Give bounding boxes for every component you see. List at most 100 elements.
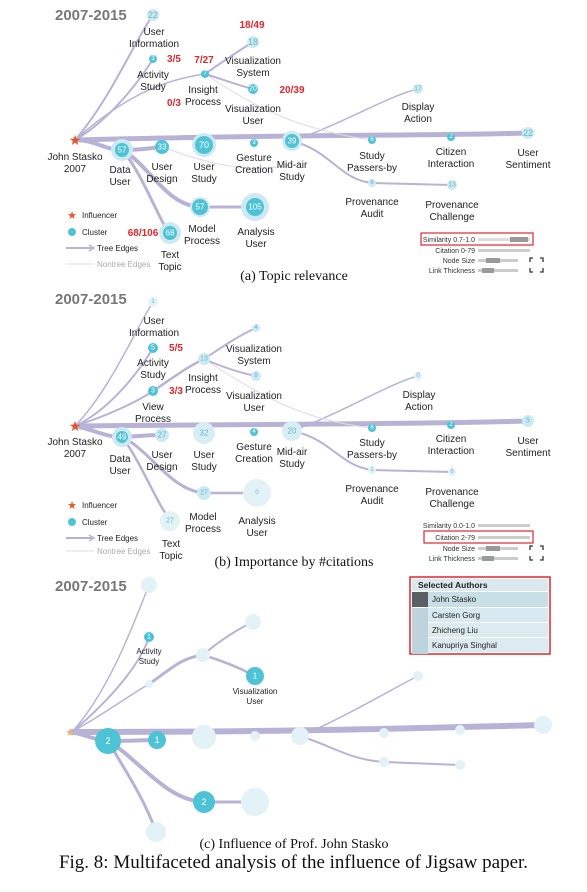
- node-user-sentiment[interactable]: [522, 127, 534, 139]
- author-item[interactable]: Carsten Gorg: [432, 611, 480, 620]
- label-model-process: Process: [184, 236, 220, 247]
- node-citizen-interaction[interactable]: [447, 421, 455, 429]
- node-user-information[interactable]: [141, 577, 157, 593]
- star-icon[interactable]: ★: [65, 727, 75, 739]
- node-user-design[interactable]: [155, 140, 169, 154]
- node-value: 1: [154, 735, 159, 745]
- node-text-topic[interactable]: [160, 511, 180, 531]
- node-provenance-challenge[interactable]: [448, 468, 456, 476]
- similarity-handle[interactable]: [510, 237, 528, 242]
- node-data-user[interactable]: [116, 431, 128, 443]
- node-insight-process[interactable]: [198, 353, 210, 365]
- node-provenance-challenge[interactable]: [455, 760, 465, 770]
- node-analysis-user[interactable]: [246, 198, 264, 216]
- node-provenance-challenge[interactable]: [447, 180, 457, 190]
- node-value: 3: [151, 56, 155, 62]
- similarity-slider[interactable]: [478, 238, 530, 241]
- label-visualization-user: User: [247, 697, 264, 706]
- author-row-selected[interactable]: [412, 592, 548, 607]
- node-data-user[interactable]: [115, 143, 129, 157]
- star-icon[interactable]: ★: [69, 132, 82, 148]
- fullscreen-icon[interactable]: [529, 257, 544, 273]
- author-item[interactable]: John Stasko: [432, 595, 477, 604]
- node-text-topic[interactable]: [163, 226, 177, 240]
- node-gesture-creation[interactable]: [250, 139, 258, 147]
- label-provenance-audit: Provenance: [345, 484, 399, 495]
- node-mid-air-study[interactable]: [285, 134, 299, 148]
- node-model-process[interactable]: [192, 199, 208, 215]
- node-visualization-user[interactable]: [251, 371, 261, 381]
- node-user-information[interactable]: [147, 9, 159, 21]
- node-model-process[interactable]: [197, 486, 211, 500]
- author-item[interactable]: Kanupriya Singhal: [432, 641, 497, 650]
- node-user-design[interactable]: [148, 731, 166, 749]
- node-analysis-user[interactable]: [241, 788, 269, 816]
- node-mid-air-study[interactable]: [282, 421, 302, 441]
- node-activity-study[interactable]: [144, 632, 154, 642]
- similarity-slider[interactable]: [478, 524, 530, 527]
- node-user-design[interactable]: [155, 428, 169, 442]
- citation-slider[interactable]: [478, 536, 530, 539]
- node-study-passers-by[interactable]: [368, 424, 376, 432]
- node-insight-process[interactable]: [201, 70, 209, 78]
- year-range-label: 2007-2015: [55, 578, 127, 595]
- node-data-user[interactable]: [95, 728, 121, 754]
- star-icon[interactable]: ★: [69, 418, 82, 434]
- node-display-action[interactable]: [413, 671, 423, 681]
- author-row[interactable]: [428, 623, 548, 637]
- node-citizen-interaction[interactable]: [455, 725, 465, 735]
- node-size-label: Node Size: [443, 546, 475, 553]
- citation-slider[interactable]: [478, 249, 530, 252]
- node-visualization-user[interactable]: [248, 84, 258, 94]
- label-text-topic: Topic: [158, 262, 181, 273]
- node-visualization-user[interactable]: [246, 667, 264, 685]
- node-view-process[interactable]: [148, 386, 158, 396]
- author-row[interactable]: [428, 638, 548, 652]
- node-insight-process[interactable]: [196, 648, 210, 662]
- node-view-process[interactable]: [145, 680, 153, 688]
- link-thickness-slider[interactable]: [478, 557, 518, 560]
- node-user-study[interactable]: [193, 422, 215, 444]
- author-item[interactable]: Zhicheng Liu: [432, 626, 478, 635]
- node-model-process[interactable]: [193, 791, 215, 813]
- red-label: 3/3: [169, 386, 183, 397]
- link-thickness-handle[interactable]: [482, 268, 494, 273]
- node-visualization-system[interactable]: [252, 324, 260, 332]
- node-activity-study[interactable]: [149, 55, 157, 63]
- node-user-study[interactable]: [195, 136, 213, 154]
- node-user-study[interactable]: [192, 725, 216, 749]
- node-study-passers-by[interactable]: [368, 136, 376, 144]
- node-provenance-audit[interactable]: [368, 179, 376, 187]
- fullscreen-icon[interactable]: [529, 545, 544, 561]
- node-provenance-audit[interactable]: [379, 757, 389, 767]
- node-mid-air-study[interactable]: [291, 727, 309, 745]
- node-visualization-system[interactable]: [245, 614, 261, 630]
- node-display-action[interactable]: [413, 84, 423, 94]
- label-user-sentiment: User: [517, 436, 539, 447]
- node-display-action[interactable]: [414, 372, 422, 380]
- link-thickness-slider[interactable]: [478, 269, 518, 272]
- node-user-information[interactable]: [148, 297, 158, 307]
- node-user-sentiment[interactable]: [534, 716, 552, 734]
- label-activity-study: Activity: [136, 647, 161, 656]
- node-size-handle[interactable]: [486, 546, 500, 551]
- node-value: 13: [448, 182, 456, 189]
- label-user-design: User: [151, 162, 173, 173]
- year-range-label: 2007-2015: [55, 291, 127, 308]
- author-row[interactable]: [412, 608, 548, 622]
- node-size-handle[interactable]: [486, 258, 500, 263]
- node-gesture-creation[interactable]: [250, 428, 258, 436]
- node-study-passers-by[interactable]: [379, 728, 389, 738]
- node-visualization-system[interactable]: [247, 36, 259, 48]
- node-citizen-interaction[interactable]: [447, 133, 455, 141]
- node-user-sentiment[interactable]: [522, 415, 534, 427]
- node-activity-study[interactable]: [148, 343, 158, 353]
- nontree-edges: [161, 73, 373, 169]
- node-gesture-creation[interactable]: [250, 731, 260, 741]
- node-provenance-audit[interactable]: [368, 466, 376, 474]
- node-analysis-user[interactable]: [243, 479, 271, 507]
- link-thickness-handle[interactable]: [482, 556, 494, 561]
- similarity-label: Similarity 0.0-1.0: [423, 523, 475, 530]
- legend: ★ Influencer Cluster Tree Edges Nontree …: [66, 210, 150, 269]
- node-text-topic[interactable]: [146, 822, 166, 842]
